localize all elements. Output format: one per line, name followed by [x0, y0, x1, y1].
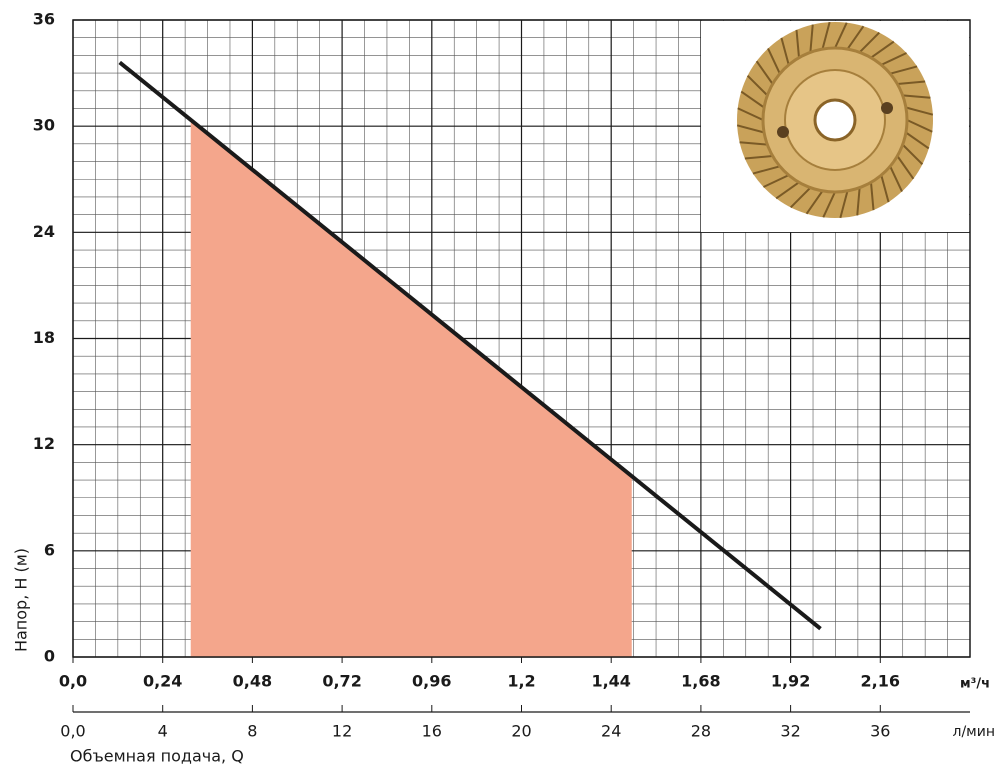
- impeller-blade: [740, 90, 765, 109]
- impeller-blade: [789, 186, 812, 209]
- impeller-blade: [897, 80, 926, 85]
- impeller-blade: [821, 21, 831, 50]
- x-unit: м³/ч: [960, 677, 990, 692]
- impeller-blade: [889, 65, 918, 75]
- x-tick-label: 0,0: [59, 672, 87, 691]
- x2-tick-label: 24: [601, 722, 621, 741]
- x2-tick-label: 16: [422, 722, 442, 741]
- impeller-blade: [767, 48, 781, 75]
- x2-tick-label: 32: [780, 722, 800, 741]
- impeller-blade: [870, 182, 875, 211]
- impeller-blade: [780, 37, 790, 66]
- y-tick-label: 18: [33, 328, 55, 347]
- y-tick-label: 24: [33, 222, 55, 241]
- impeller-blade: [775, 181, 800, 200]
- impeller-blade: [846, 25, 865, 50]
- impeller-blade: [901, 143, 924, 166]
- x-tick-label: 0,24: [143, 672, 182, 691]
- impeller-blade: [906, 119, 933, 133]
- x2-tick-label: 28: [691, 722, 711, 741]
- y-tick-label: 6: [44, 540, 55, 559]
- impeller-blade: [739, 141, 768, 146]
- x2-unit: л/мин: [953, 724, 995, 740]
- impeller-blade: [889, 165, 903, 192]
- x2-tick-label: 4: [158, 722, 168, 741]
- impeller-blade: [856, 187, 861, 216]
- x2-tick-label: 8: [247, 722, 257, 741]
- impeller-blade: [839, 190, 849, 219]
- x2-tick-label: 12: [332, 722, 352, 741]
- x-tick-label: 1,2: [507, 672, 535, 691]
- impeller-photo: [701, 21, 969, 232]
- x2-tick-label: 20: [511, 722, 531, 741]
- impeller-blade: [795, 29, 800, 58]
- impeller-blade: [905, 106, 934, 116]
- x-tick-label: 1,68: [681, 672, 720, 691]
- impeller-blade: [737, 107, 764, 121]
- impeller-blade: [755, 60, 774, 85]
- impeller-blade: [809, 24, 814, 53]
- impeller-blade: [902, 94, 931, 99]
- y-tick-label: 30: [33, 116, 55, 135]
- x-tick-label: 1,92: [771, 672, 810, 691]
- impeller-blade: [736, 124, 765, 134]
- impeller-blade: [896, 155, 915, 180]
- x2-tick-label: 36: [870, 722, 890, 741]
- impeller-blade: [805, 190, 824, 215]
- impeller-blade: [744, 155, 773, 160]
- y-axis-label: Напор, H (м): [12, 548, 31, 652]
- impeller-blade: [880, 174, 890, 203]
- operating-area: [190, 119, 632, 658]
- impeller-blade: [905, 131, 930, 150]
- impeller-blade: [822, 191, 836, 218]
- x2-tick-label: 0,0: [60, 722, 85, 741]
- y-tick-label: 36: [33, 10, 55, 29]
- x-tick-label: 0,72: [322, 672, 361, 691]
- impeller-blade: [880, 52, 907, 66]
- impeller-blade: [763, 174, 790, 188]
- impeller-blade: [746, 74, 769, 97]
- impeller-blade: [752, 165, 781, 175]
- y-tick-label: 12: [33, 434, 55, 453]
- x-tick-label: 1,44: [591, 672, 630, 691]
- impeller-blade: [834, 22, 848, 49]
- pump-curve: [118, 60, 822, 631]
- x-axis-label: Объемная подача, Q: [70, 747, 244, 766]
- impeller-blade: [858, 31, 881, 54]
- impeller-blade: [870, 40, 895, 59]
- y-tick-label: 0: [44, 647, 55, 666]
- x-tick-label: 2,16: [861, 672, 900, 691]
- x-tick-label: 0,96: [412, 672, 451, 691]
- x-tick-label: 0,48: [233, 672, 272, 691]
